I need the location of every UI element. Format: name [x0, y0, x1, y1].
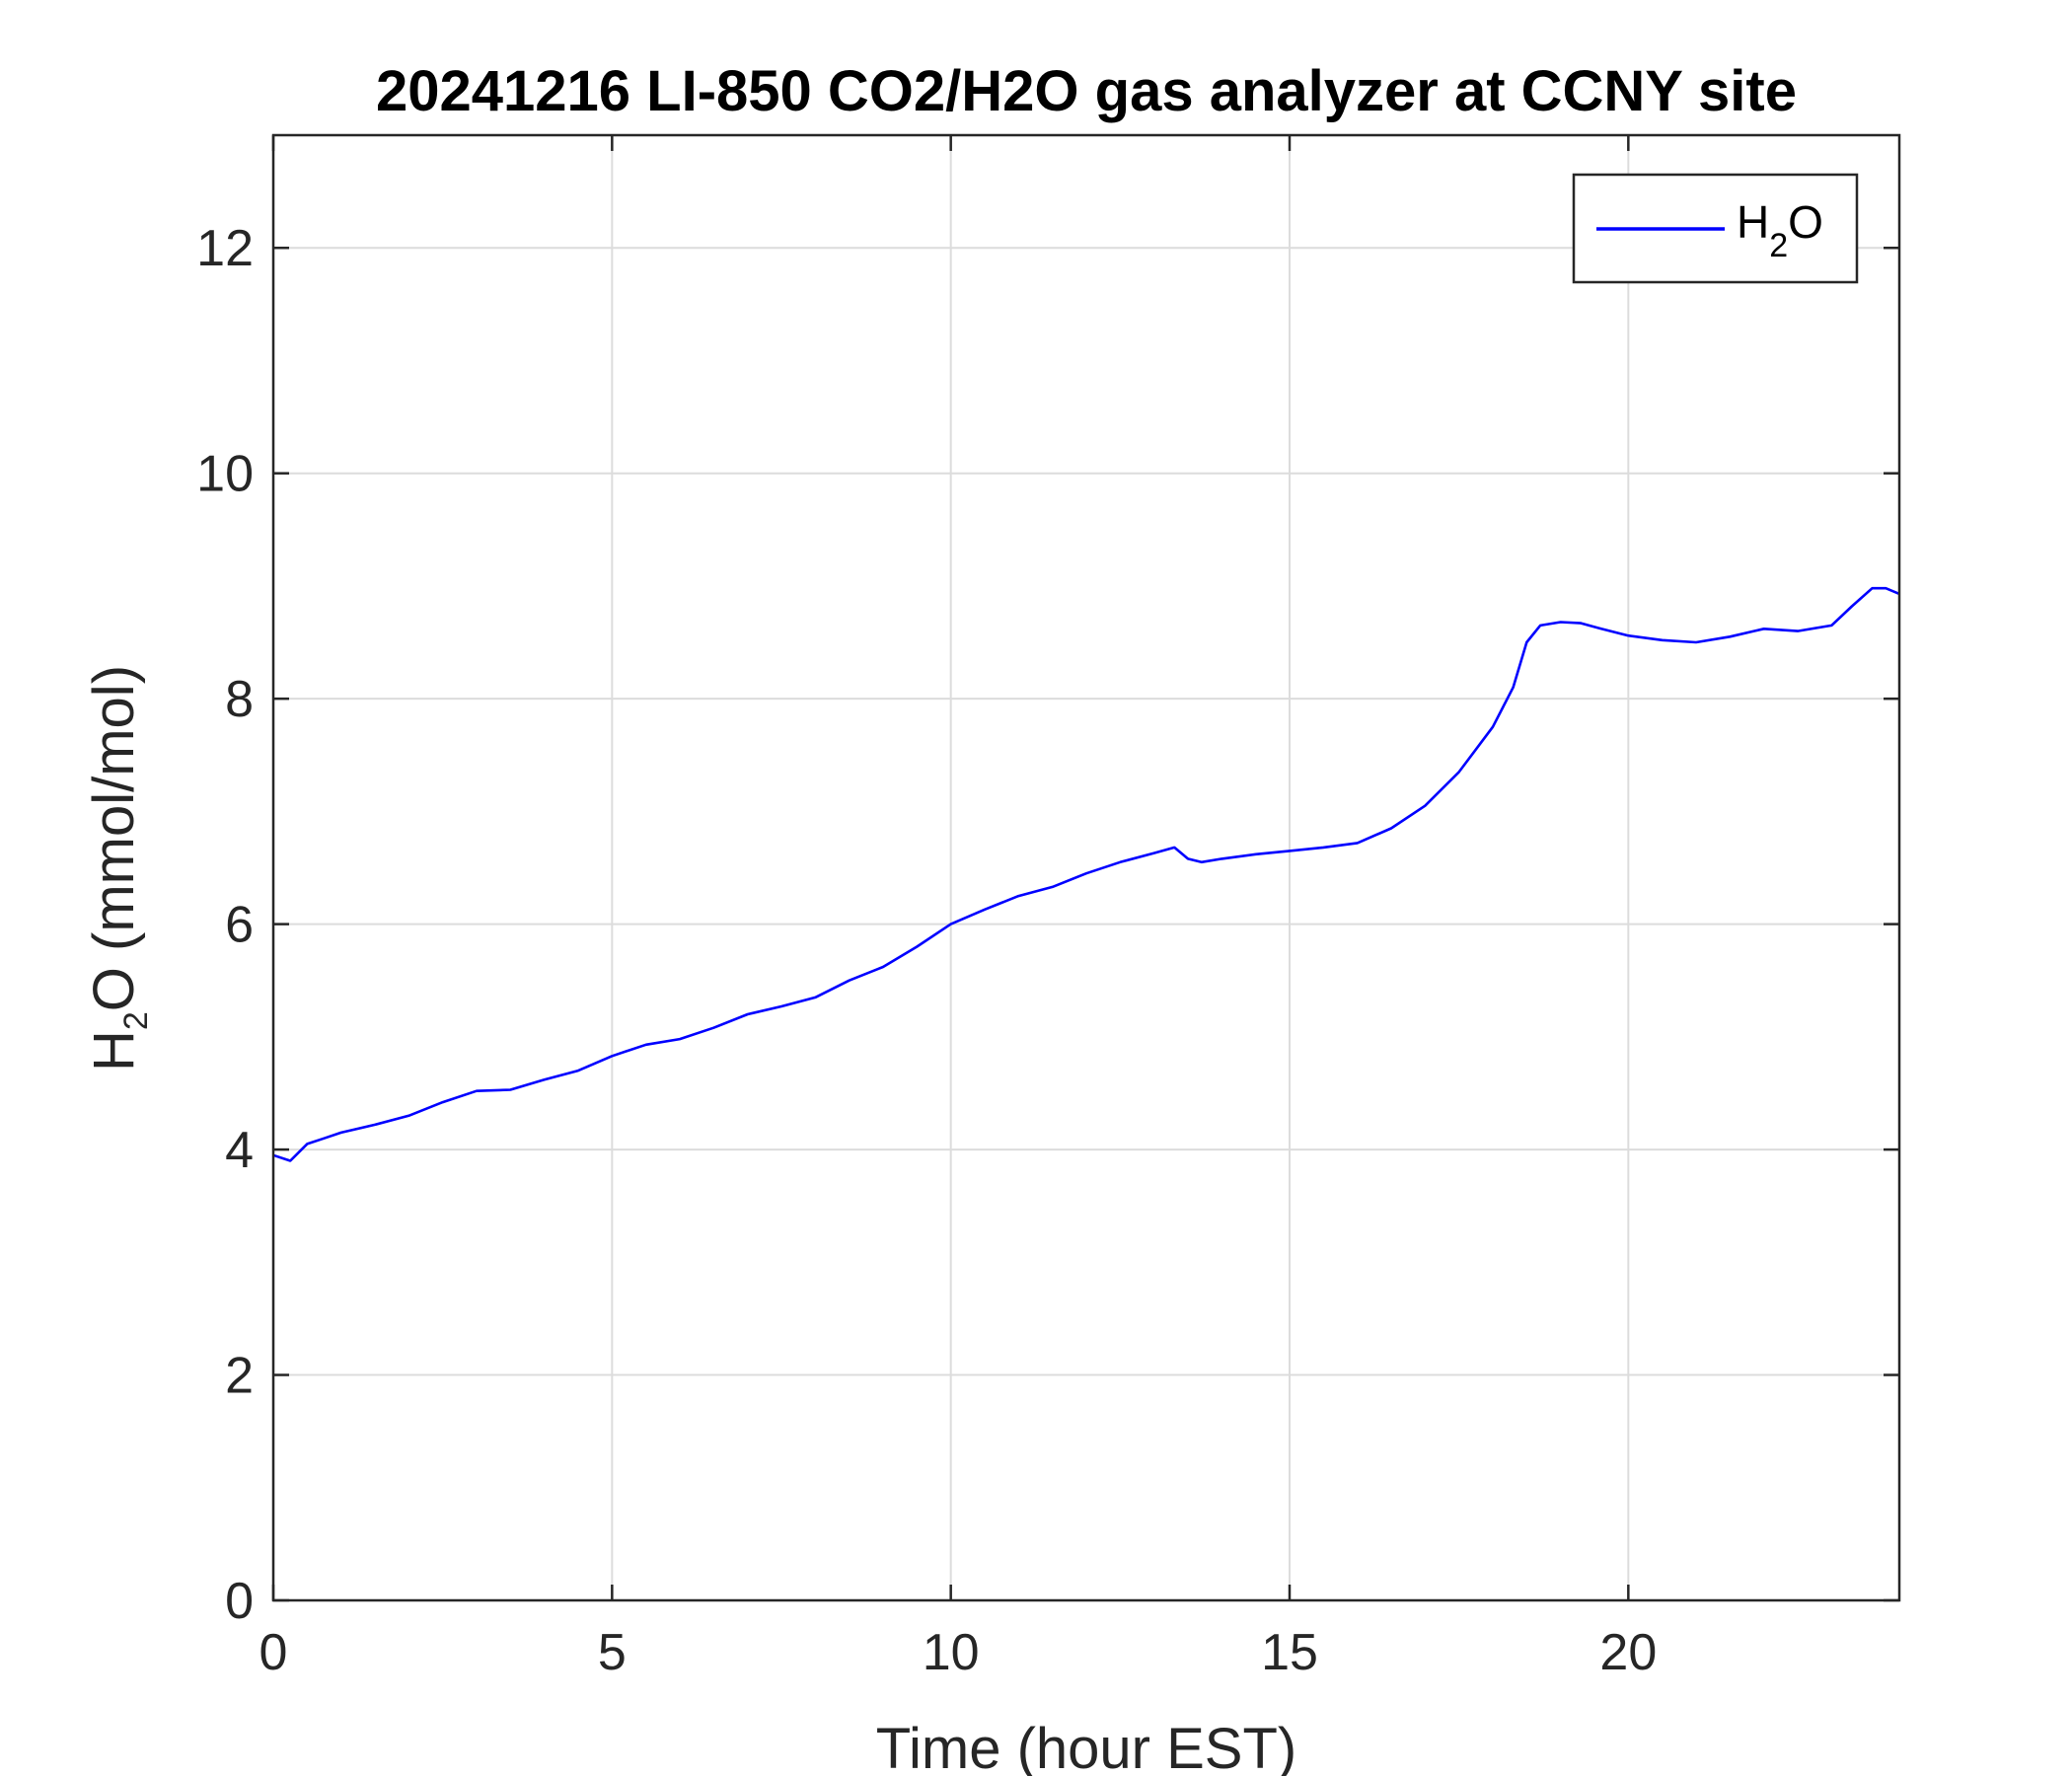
x-tick-label: 10: [923, 1624, 980, 1681]
y-label-subscript: 2: [117, 1011, 155, 1030]
x-axis-label: Time (hour EST): [876, 1717, 1296, 1776]
chart-title: 20241216 LI-850 CO2/H2O gas analyzer at …: [376, 59, 1797, 123]
y-tick-label: 4: [225, 1122, 254, 1179]
legend-label-main: H: [1737, 196, 1769, 248]
y-label-main: H: [82, 1030, 146, 1072]
legend-label-rest: O: [1788, 196, 1823, 248]
y-tick-label: 10: [196, 446, 254, 503]
tick-labels: 0 5 10 15 20 0 2 4 6 8 10 12: [196, 220, 1657, 1681]
x-tick-label: 0: [259, 1624, 288, 1681]
y-tick-label: 0: [225, 1573, 254, 1630]
legend: H2O: [1572, 173, 1859, 284]
series-line-h2o: [272, 586, 1900, 1162]
y-label-rest: O (mmol/mol): [82, 665, 146, 1011]
y-tick-label: 6: [225, 897, 254, 954]
series-layer: [272, 586, 1900, 1162]
y-tick-label: 8: [225, 671, 254, 728]
legend-label: H2O: [1737, 196, 1823, 264]
x-tick-label: 5: [598, 1624, 627, 1681]
plot-frame: [271, 133, 1901, 1602]
y-axis-label: H2O (mmol/mol): [82, 665, 155, 1072]
x-tick-label: 20: [1599, 1624, 1657, 1681]
axis-ticks: [271, 135, 1899, 1602]
x-tick-label: 15: [1261, 1624, 1318, 1681]
legend-label-subscript: 2: [1769, 227, 1788, 264]
plot-background: [273, 135, 1899, 1600]
y-tick-label: 12: [196, 220, 254, 277]
y-tick-label: 2: [225, 1348, 254, 1405]
